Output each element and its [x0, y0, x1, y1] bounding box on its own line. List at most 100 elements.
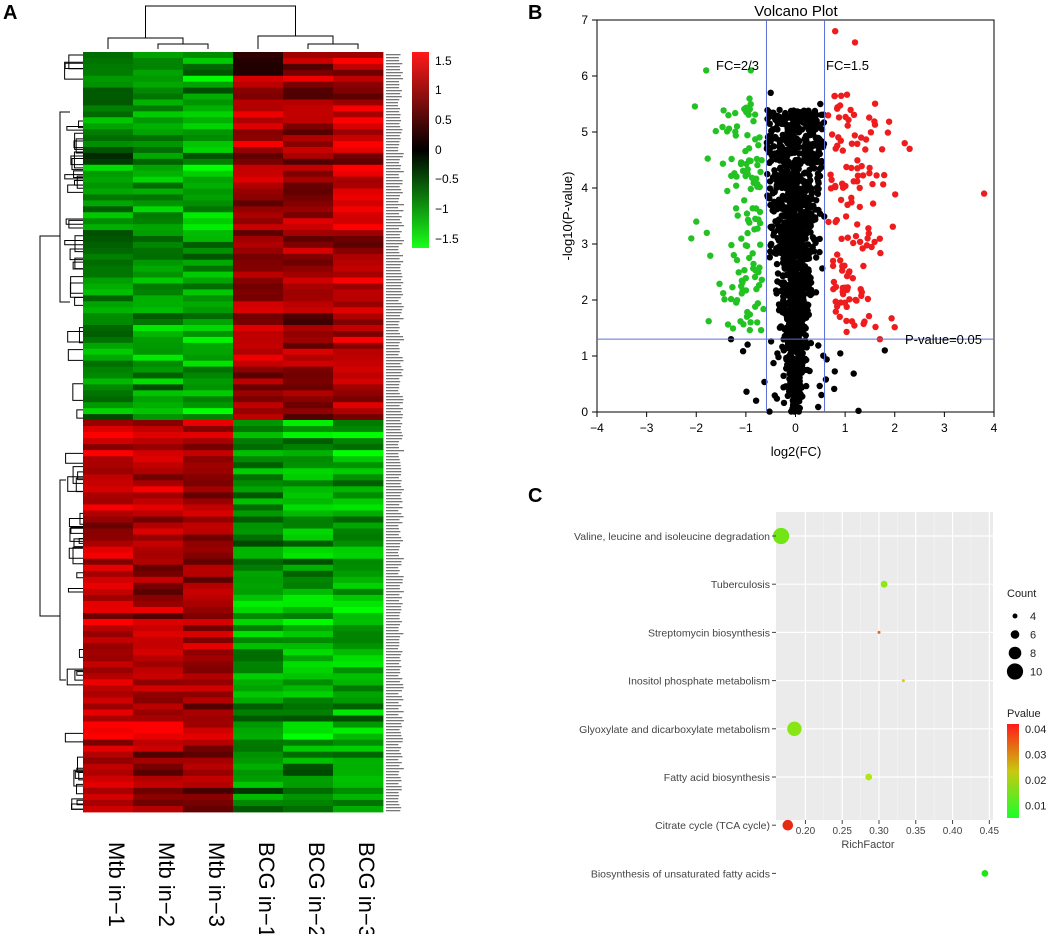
heatmap-cell — [233, 793, 284, 801]
heatmap-cell — [333, 117, 384, 124]
heatmap-cell — [233, 164, 284, 172]
heatmap-cell — [183, 564, 234, 572]
heatmap-cell — [333, 679, 384, 686]
x-tick-label: 0.20 — [796, 826, 816, 837]
volcano-point — [862, 146, 869, 153]
heatmap-cell — [333, 319, 384, 326]
row-label-mark — [386, 87, 400, 89]
heatmap-cell — [333, 757, 384, 765]
row-label-mark — [386, 252, 400, 254]
heatmap-cell — [233, 643, 284, 650]
heatmap-cell — [83, 594, 134, 602]
volcano-point — [816, 235, 823, 243]
heatmap-cell — [233, 612, 284, 620]
volcano-point — [750, 118, 757, 125]
volcano-point — [869, 200, 877, 207]
heatmap-cell — [83, 224, 134, 231]
heatmap-cell — [133, 480, 184, 487]
volcano-point — [794, 395, 801, 402]
volcano-point — [854, 221, 861, 228]
heatmap-cell — [233, 265, 284, 273]
x-tick-label: 3 — [941, 421, 948, 435]
enrichment-point — [782, 819, 794, 831]
heatmap-cell — [133, 582, 184, 590]
volcano-point — [784, 292, 791, 299]
heatmap-cell — [83, 206, 134, 213]
heatmap-cell — [133, 444, 184, 451]
volcano-point — [745, 145, 753, 152]
heatmap-cell — [83, 637, 134, 644]
heatmap-cell — [233, 504, 284, 511]
heatmap-cell — [233, 176, 284, 183]
volcano-point — [799, 313, 806, 320]
heatmap-cell — [183, 474, 234, 481]
row-label-mark — [386, 405, 400, 407]
heatmap-cell — [133, 781, 184, 789]
row-label-mark — [386, 705, 402, 707]
row-label-mark — [386, 591, 404, 593]
volcano-point — [720, 107, 727, 114]
volcano-point — [865, 312, 873, 320]
heatmap-cell — [183, 697, 234, 704]
heatmap-cell — [283, 170, 334, 178]
heatmap-cell — [133, 301, 184, 308]
heatmap-cell — [333, 81, 384, 89]
heatmap-cell — [183, 259, 234, 267]
heatmap-cell — [83, 81, 134, 89]
volcano-point — [803, 382, 810, 390]
volcano-point — [779, 301, 787, 309]
heatmap-cell — [233, 141, 284, 148]
heatmap-cell — [183, 330, 234, 338]
row-label-mark — [386, 420, 401, 422]
volcano-y-label: -log10(P-value) — [560, 172, 575, 261]
heatmap-cell — [183, 570, 234, 578]
heatmap-cell — [133, 438, 184, 445]
volcano-point — [791, 168, 798, 176]
row-label-mark — [386, 240, 404, 242]
heatmap-cell — [233, 218, 284, 225]
volcano-point — [858, 134, 865, 141]
heatmap-cell — [283, 390, 334, 397]
heatmap-cell — [233, 546, 284, 554]
heatmap-cell — [133, 283, 184, 290]
y-tick-label: 6 — [581, 69, 588, 83]
heatmap-cell — [233, 81, 284, 89]
row-label-mark — [386, 315, 400, 317]
volcano-point — [815, 403, 822, 411]
heatmap-cell — [283, 769, 334, 777]
heatmap-cell — [283, 576, 334, 584]
heatmap-cell — [283, 528, 334, 535]
heatmap-cell — [183, 480, 234, 487]
volcano-point — [788, 330, 796, 337]
heatmap-cell — [283, 52, 334, 59]
row-label-mark — [386, 531, 401, 533]
volcano-point — [832, 145, 839, 152]
heatmap-cell — [233, 769, 284, 777]
heatmap-cell — [183, 265, 234, 273]
dendrogram-link — [64, 732, 83, 743]
row-label-mark — [386, 660, 401, 662]
row-label-mark — [386, 696, 402, 698]
volcano-point — [757, 241, 764, 248]
volcano-point — [754, 319, 761, 326]
heatmap-cell — [333, 354, 384, 362]
volcano-point — [980, 190, 988, 197]
heatmap-cell — [283, 224, 334, 231]
heatmap-cell — [283, 146, 334, 154]
volcano-point — [799, 301, 806, 308]
heatmap-cell — [333, 727, 384, 734]
heatmap-cell — [183, 93, 234, 100]
heatmap-cell — [233, 498, 284, 505]
heatmap-cell — [83, 170, 134, 178]
heatmap-cell — [333, 703, 384, 710]
heatmap-cell — [183, 81, 234, 89]
heatmap-cell — [283, 319, 334, 326]
heatmap-cell — [83, 236, 134, 243]
row-label-mark — [386, 339, 404, 341]
heatmap-cell — [183, 241, 234, 249]
colorbar-tick: −1.5 — [435, 232, 459, 246]
heatmap-cell — [133, 619, 184, 626]
heatmap-cell — [283, 117, 334, 124]
row-label-mark — [386, 759, 399, 761]
heatmap-cell — [83, 247, 134, 255]
